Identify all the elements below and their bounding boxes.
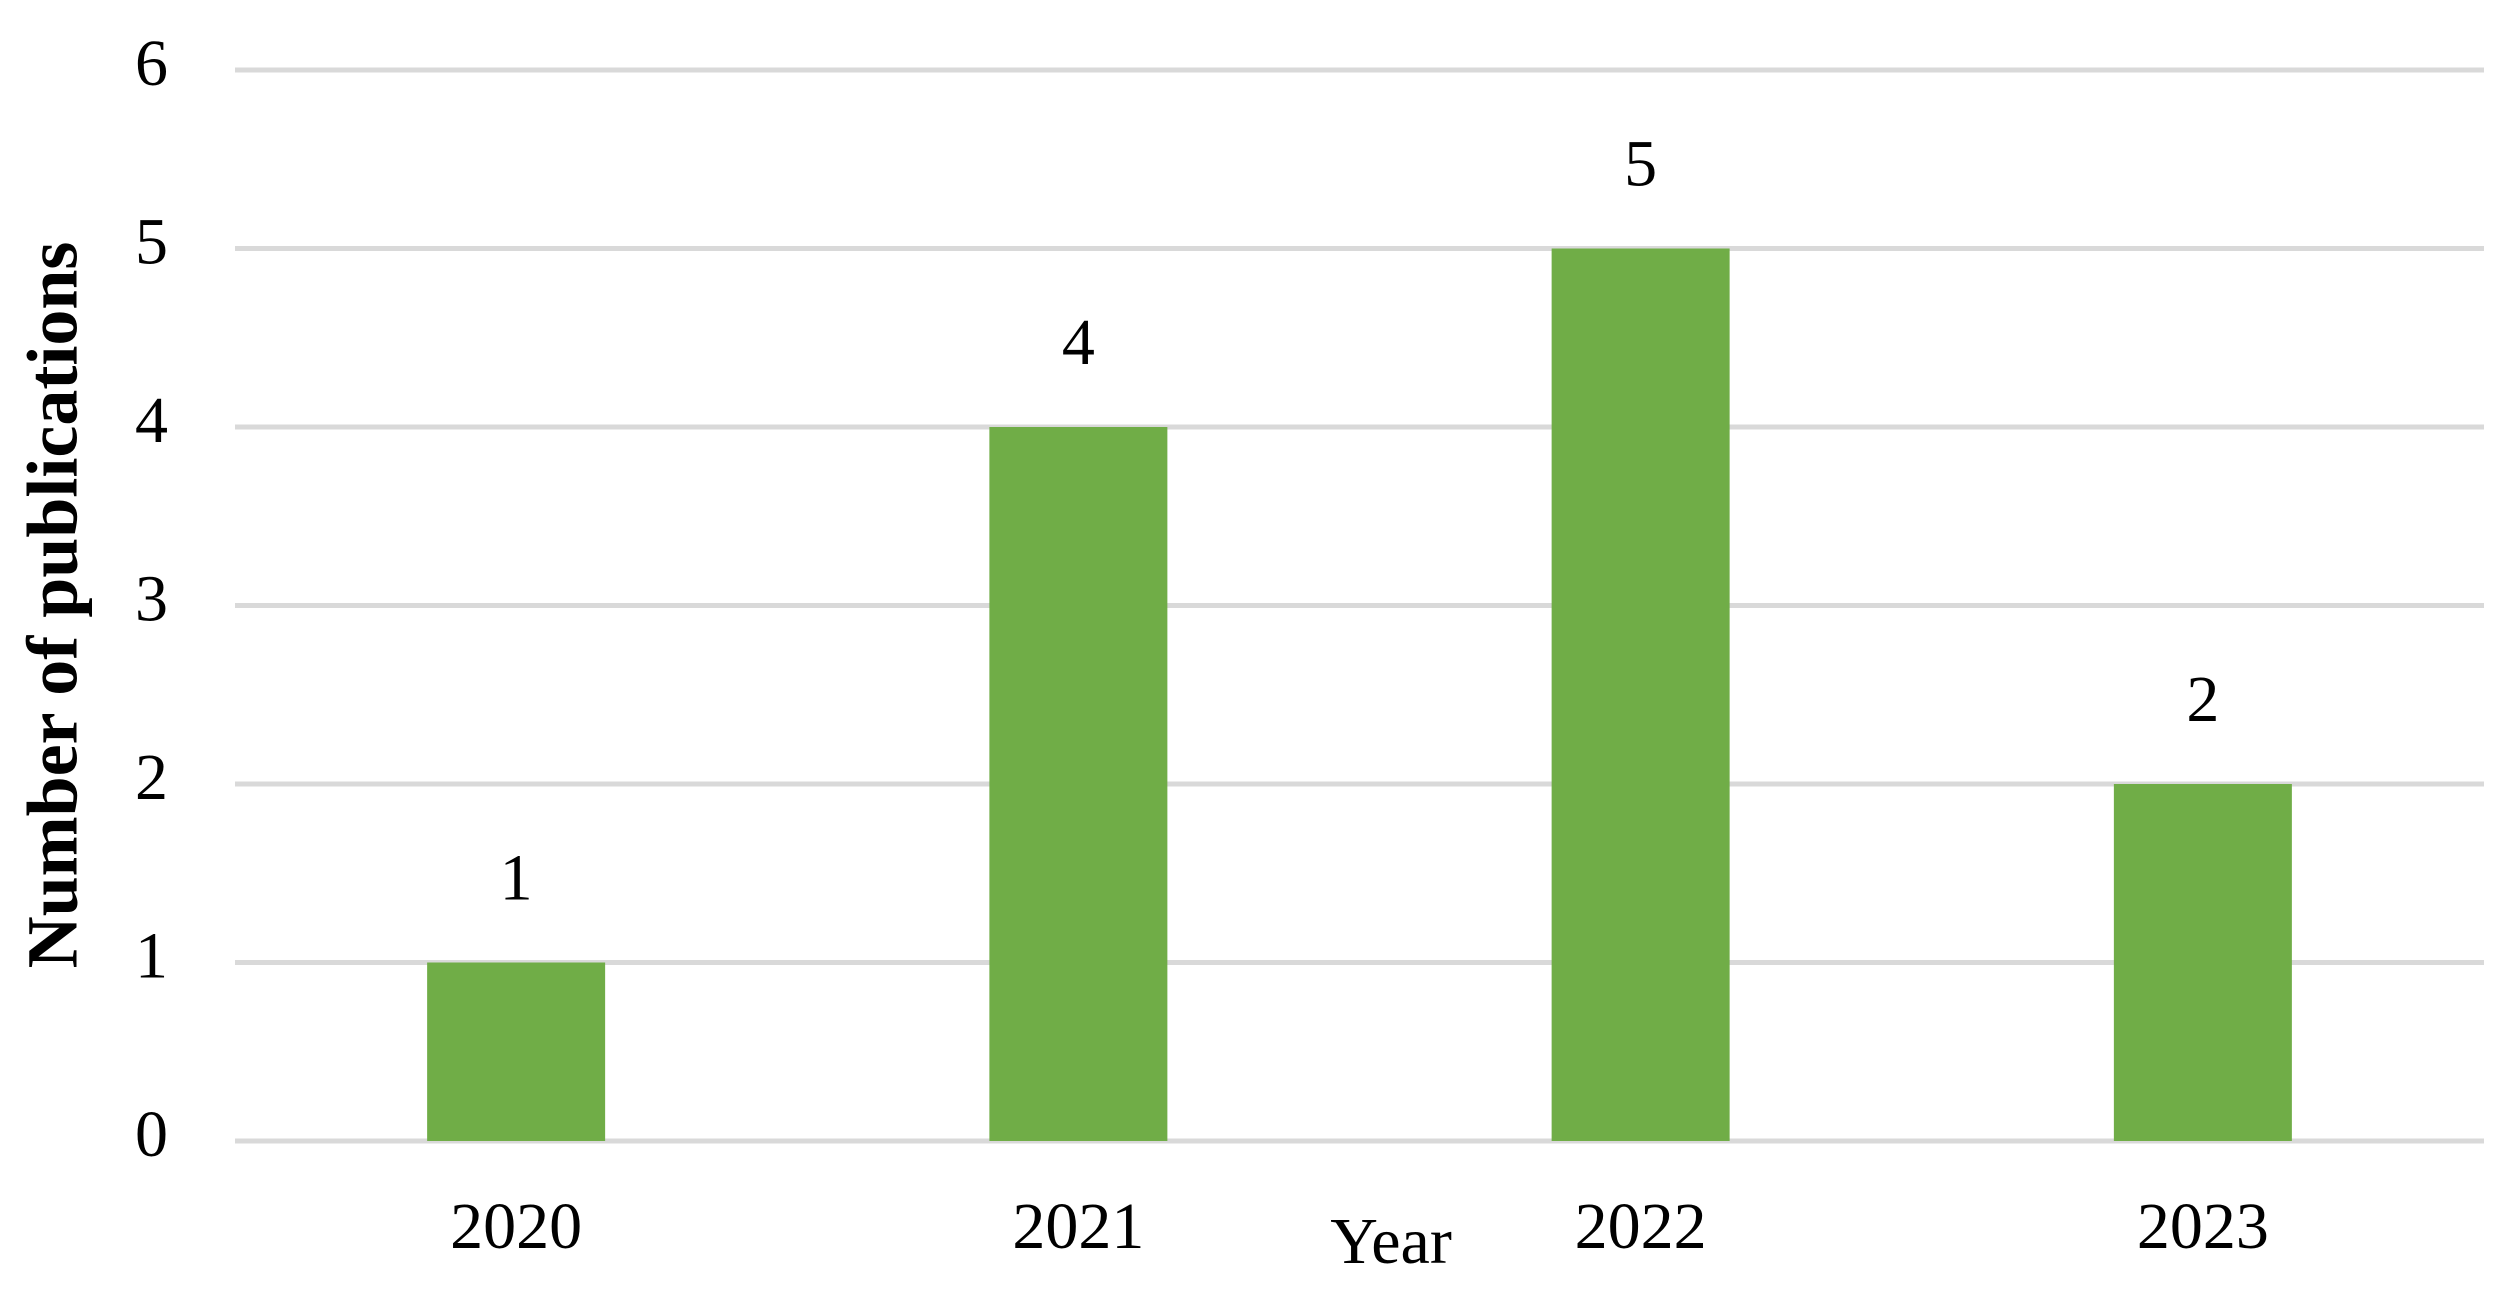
y-tick-label: 6 xyxy=(135,27,168,100)
y-tick-label: 1 xyxy=(135,920,168,993)
x-axis-title: Year xyxy=(1330,1205,1452,1278)
data-label: 2 xyxy=(2186,663,2219,736)
bar xyxy=(1551,248,1730,1141)
x-tick-label: 2022 xyxy=(1575,1190,1707,1263)
data-label: 5 xyxy=(1624,128,1657,201)
y-tick-label: 2 xyxy=(135,741,168,814)
bar xyxy=(2113,784,2292,1141)
y-axis-title: Number of publications xyxy=(13,242,93,969)
bar xyxy=(427,962,606,1141)
x-tick-label: 2020 xyxy=(450,1190,582,1263)
y-tick-label: 4 xyxy=(135,384,168,457)
y-tick-label: 5 xyxy=(135,206,168,279)
y-tick-label: 3 xyxy=(135,563,168,636)
data-label: 4 xyxy=(1062,306,1095,379)
y-tick-label: 0 xyxy=(135,1098,168,1171)
x-tick-label: 2023 xyxy=(2137,1190,2269,1263)
bar xyxy=(989,427,1168,1141)
x-tick-label: 2021 xyxy=(1012,1190,1144,1263)
data-label: 1 xyxy=(500,842,533,915)
